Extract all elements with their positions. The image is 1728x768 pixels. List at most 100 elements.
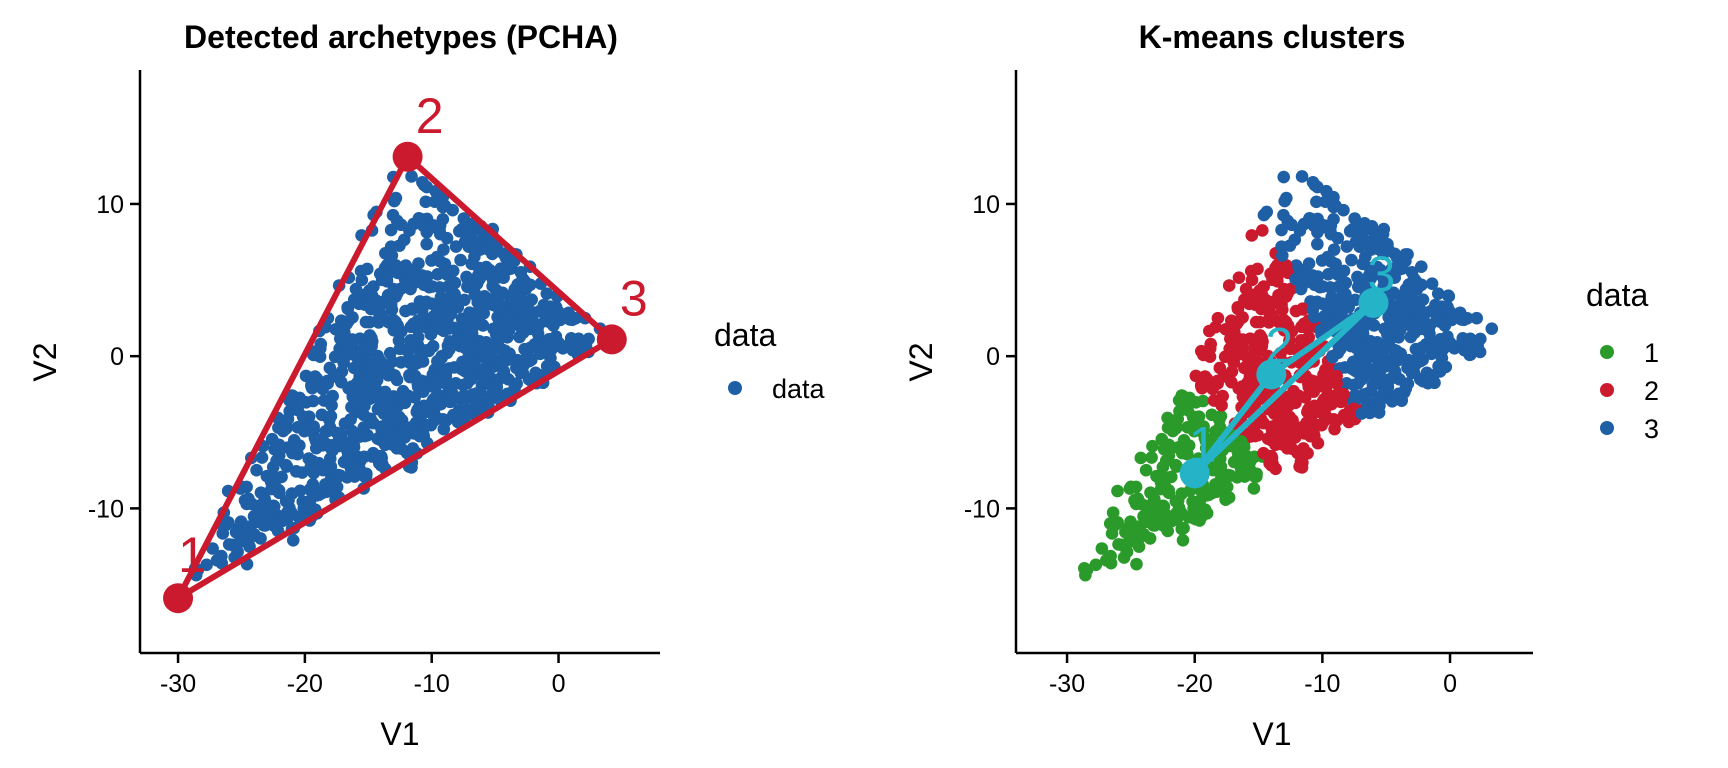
data-point (237, 529, 250, 543)
data-point (1213, 476, 1226, 490)
data-point (1414, 260, 1428, 274)
data-point (1367, 371, 1381, 385)
data-point (1399, 297, 1413, 311)
data-point (1383, 319, 1396, 332)
data-point (352, 359, 365, 373)
data-point (390, 373, 404, 387)
data-point (405, 170, 418, 183)
data-point (437, 422, 451, 436)
data-point (496, 343, 509, 357)
data-point (1153, 501, 1167, 515)
archetype-marker (596, 324, 627, 355)
data-point (279, 422, 292, 436)
x-tick-label: 0 (1443, 670, 1457, 698)
data-point (1241, 376, 1255, 389)
data-point (1230, 349, 1243, 362)
y-ticks: -10 0 10 (964, 191, 1016, 523)
data-point (360, 262, 374, 276)
data-point (1274, 346, 1287, 360)
panel-archetypes: Detected archetypes (PCHA) 1 2 3 -30 -20 -10… (27, 19, 826, 752)
data-point (1242, 359, 1255, 373)
data-point (371, 349, 384, 363)
legend-label: 1 (1644, 338, 1659, 368)
data-point (1409, 342, 1423, 356)
data-point (407, 264, 420, 277)
data-point (1276, 249, 1289, 262)
data-point (1365, 347, 1379, 360)
data-point (1350, 225, 1364, 238)
x-axis-title: V1 (380, 716, 419, 752)
data-point (474, 347, 488, 360)
data-point (398, 396, 412, 410)
data-point (340, 349, 353, 362)
data-point (1332, 280, 1345, 294)
data-point (323, 476, 336, 490)
data-point (1287, 384, 1300, 398)
data-point (1159, 454, 1173, 467)
data-point (399, 304, 412, 318)
data-point (1103, 517, 1117, 530)
data-point (374, 308, 388, 321)
data-point (548, 312, 562, 326)
data-point (1169, 494, 1183, 508)
data-point (365, 335, 379, 349)
data-point (1355, 407, 1368, 420)
data-point (1281, 214, 1294, 228)
data-point (1377, 247, 1390, 261)
data-point (419, 195, 433, 209)
data-point (417, 310, 431, 324)
data-point (305, 381, 319, 395)
data-point (1111, 484, 1124, 498)
y-tick-label: 10 (96, 191, 124, 219)
legend-label: data (772, 374, 826, 404)
data-point (437, 324, 450, 338)
data-point (346, 311, 359, 324)
data-point (1236, 390, 1250, 404)
data-point (1394, 315, 1407, 328)
legend-key (1600, 345, 1614, 359)
data-point (464, 373, 478, 386)
data-point (466, 388, 480, 401)
data-point (1197, 420, 1210, 433)
data-point (1269, 261, 1282, 275)
data-point (441, 280, 455, 294)
data-point (400, 344, 414, 357)
data-point (1365, 220, 1379, 233)
data-point (372, 457, 386, 470)
data-point (310, 372, 324, 386)
centroid-label: 2 (1265, 317, 1293, 373)
data-point (473, 335, 486, 348)
data-point (1337, 264, 1351, 278)
data-point (1326, 350, 1339, 364)
data-point (1248, 298, 1262, 311)
data-point (532, 318, 546, 331)
data-point (468, 250, 481, 264)
data-point (292, 510, 306, 524)
data-point (1277, 170, 1291, 184)
data-point (426, 394, 439, 408)
data-point (458, 293, 471, 307)
data-point (1237, 440, 1251, 454)
data-point (1200, 489, 1214, 502)
data-point (287, 390, 300, 403)
data-point (1104, 556, 1118, 570)
data-point (446, 264, 460, 278)
data-point (1286, 426, 1300, 440)
data-point (1307, 385, 1321, 398)
data-point (1377, 222, 1391, 236)
data-point (378, 400, 391, 414)
data-point (1106, 506, 1120, 519)
data-point (1405, 265, 1419, 279)
data-point (1176, 390, 1190, 403)
data-point (1270, 271, 1284, 284)
data-point (1413, 307, 1427, 320)
data-point (349, 282, 363, 296)
archetype-overlay: 1 2 3 (163, 88, 648, 614)
data-point (310, 489, 324, 502)
data-point (1340, 376, 1353, 390)
data-point (346, 390, 360, 404)
data-point (1080, 563, 1094, 577)
data-point (466, 360, 479, 374)
data-point (1240, 461, 1254, 474)
data-point (380, 271, 394, 284)
